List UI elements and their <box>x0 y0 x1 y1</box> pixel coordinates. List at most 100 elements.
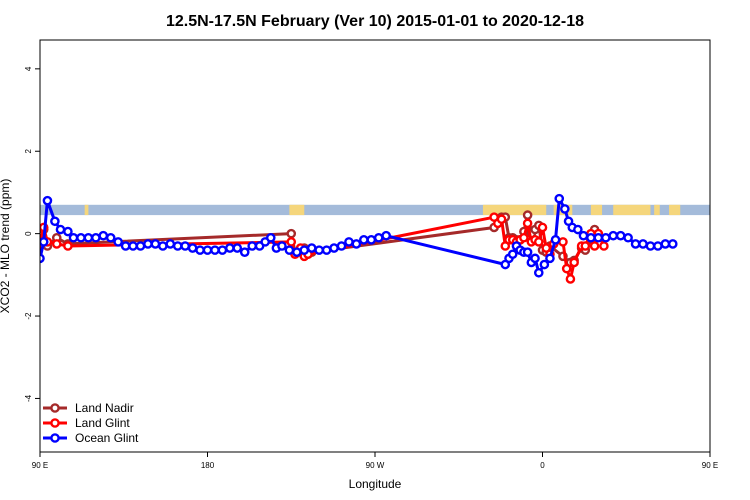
data-point <box>51 239 62 249</box>
data-point <box>580 241 591 251</box>
axes: 90 E 180 90 W 0 90 E -4 -2 0 2 4 <box>24 66 718 470</box>
data-point <box>599 241 609 251</box>
series-ocean-glint <box>40 193 678 278</box>
data-point <box>158 241 168 251</box>
data-point <box>507 249 518 260</box>
data-point <box>533 267 544 278</box>
x-tick-label: 90 W <box>366 461 385 470</box>
data-point <box>667 239 678 249</box>
land-band-segment <box>482 204 547 216</box>
data-point <box>586 232 596 243</box>
data-point <box>660 239 671 249</box>
y-tick-label: -4 <box>24 394 33 402</box>
data-point <box>239 247 250 257</box>
y-tick-label: 4 <box>24 66 33 71</box>
data-point <box>565 274 576 284</box>
data-point <box>558 237 568 247</box>
y-tick-label: 0 <box>24 231 33 236</box>
data-point <box>27 247 34 254</box>
data-point <box>120 241 131 251</box>
data-point <box>63 226 73 237</box>
legend-label: Land Nadir <box>75 401 134 415</box>
data-point <box>630 239 641 249</box>
y-tick-label: -2 <box>24 312 33 320</box>
x-tick-label: 90 E <box>32 461 48 470</box>
data-point <box>42 195 53 206</box>
data-point <box>623 232 633 243</box>
data-point <box>91 232 101 243</box>
x-tick-label: 180 <box>201 461 215 470</box>
surface-band <box>40 204 710 216</box>
data-point <box>40 237 49 247</box>
data-point <box>569 257 579 268</box>
legend-marker <box>50 418 60 428</box>
data-point <box>31 249 38 256</box>
data-point <box>76 232 86 243</box>
ocean-band <box>40 204 710 216</box>
data-point <box>210 245 220 255</box>
data-point <box>530 253 540 264</box>
data-point <box>98 230 109 241</box>
data-point <box>180 241 190 251</box>
data-point <box>195 245 205 255</box>
data-point <box>533 237 544 247</box>
data-point <box>554 193 565 204</box>
data-point <box>496 214 507 225</box>
legend-marker <box>50 403 60 413</box>
data-point <box>645 241 656 251</box>
land-band-segment <box>669 204 681 216</box>
data-point <box>560 204 570 214</box>
data-point <box>232 243 243 253</box>
data-point <box>83 232 94 243</box>
data-point <box>539 259 550 270</box>
data-point <box>344 237 354 247</box>
data-point <box>537 222 548 233</box>
data-point <box>381 230 391 241</box>
data-point <box>615 230 626 241</box>
data-point <box>336 241 347 251</box>
data-point <box>202 245 213 255</box>
legend-item: Ocean Glint <box>43 431 139 445</box>
data-point <box>578 230 589 241</box>
data-point <box>550 235 561 245</box>
data-point <box>292 247 302 257</box>
data-point <box>27 244 34 251</box>
data-point <box>50 216 60 227</box>
data-point <box>306 243 317 253</box>
data-point <box>593 232 604 243</box>
data-point <box>165 239 176 249</box>
data-point <box>366 235 377 245</box>
data-point <box>359 235 369 245</box>
data-point <box>545 253 555 264</box>
data-point <box>265 232 276 243</box>
legend-item: Land Glint <box>43 416 130 430</box>
data-point <box>187 243 198 253</box>
data-point <box>217 245 228 255</box>
data-point <box>351 239 362 249</box>
data-point <box>653 241 663 251</box>
data-point <box>314 245 324 255</box>
x-tick-label: 0 <box>540 461 545 470</box>
data-point <box>63 241 73 251</box>
data-point <box>286 237 297 247</box>
data-point <box>321 245 332 255</box>
data-point <box>373 232 384 243</box>
land-band-segment <box>289 204 305 216</box>
chart-title: 12.5N-17.5N February (Ver 10) 2015-01-01… <box>166 13 584 30</box>
y-tick-label: 2 <box>24 148 33 153</box>
data-point <box>55 224 66 235</box>
data-point <box>561 263 572 274</box>
x-tick-label: 90 E <box>702 461 718 470</box>
data-point <box>225 243 235 253</box>
data-point <box>573 224 583 235</box>
data-point <box>143 239 153 249</box>
data-point <box>608 230 619 241</box>
legend-label: Land Glint <box>75 416 130 430</box>
y-axis-label: XCO2 - MLO trend (ppm) <box>0 179 12 314</box>
data-point <box>522 247 533 257</box>
data-point <box>128 241 138 251</box>
data-point <box>105 232 116 243</box>
data-point <box>286 228 297 239</box>
